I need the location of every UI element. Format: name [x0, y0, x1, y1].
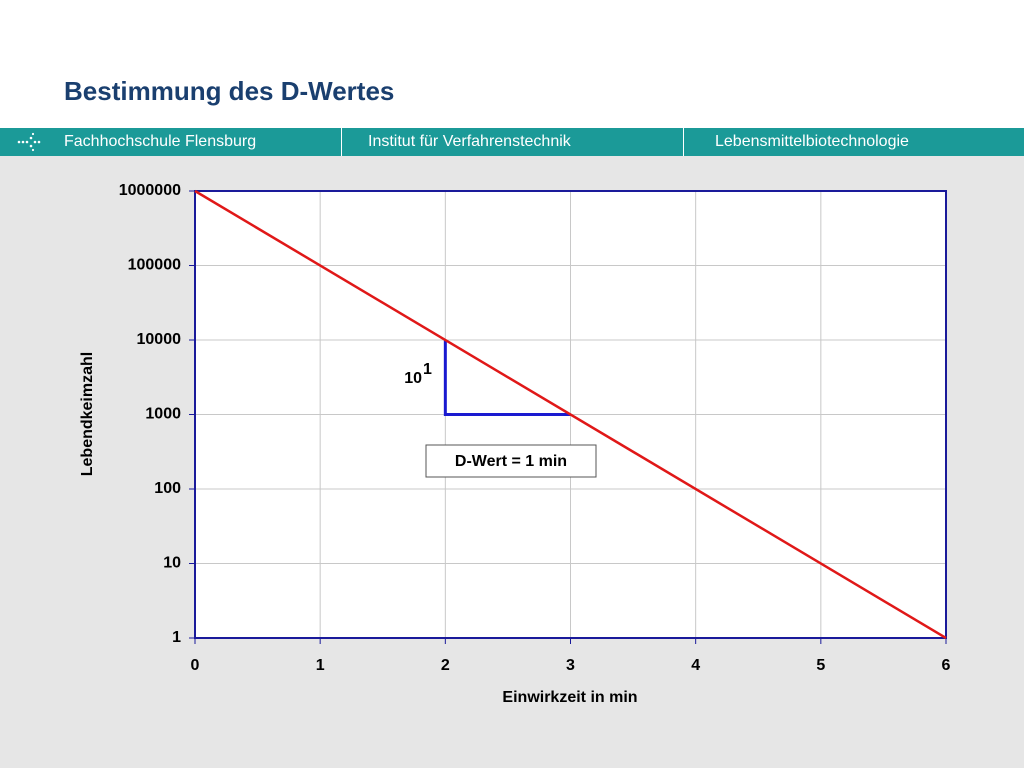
x-tick-label: 3: [566, 657, 575, 674]
slide-title: Bestimmung des D-Wertes: [64, 76, 395, 106]
y-tick-label: 10: [163, 555, 181, 572]
header-cell: Institut für Verfahrenstechnik: [368, 133, 571, 150]
logo-icon: [17, 132, 41, 152]
y-tick-label: 1000: [145, 406, 181, 423]
divider: [683, 128, 684, 156]
y-tick-label: 1000000: [119, 182, 181, 199]
header-band: Fachhochschule Flensburg Institut für Ve…: [0, 128, 1024, 156]
y-tick-label: 100000: [128, 257, 181, 274]
y-axis-label: Lebendkeimzahl: [79, 352, 96, 476]
x-tick-label: 4: [691, 657, 700, 674]
x-tick-label: 2: [441, 657, 450, 674]
y-tick-label: 10000: [137, 331, 182, 348]
y-tick-label: 100: [154, 480, 181, 497]
step-label-base: 10: [404, 370, 422, 387]
header-cell: Fachhochschule Flensburg: [64, 133, 257, 150]
x-axis-label: Einwirkzeit in min: [502, 689, 637, 706]
data-line: [194, 189, 947, 640]
y-tick-label: 1: [172, 629, 181, 646]
annotation: D-Wert = 1 min: [455, 453, 567, 470]
x-tick-label: 1: [316, 657, 325, 674]
header-cell: Lebensmittelbiotechnologie: [715, 133, 909, 150]
annotation-box: [425, 444, 597, 478]
plot-frame: [194, 190, 947, 639]
step-label-exponent: 1: [423, 361, 432, 378]
x-tick-label: 0: [191, 657, 200, 674]
step-marker: [443, 340, 571, 416]
x-tick-label: 6: [942, 657, 951, 674]
x-tick-label: 5: [816, 657, 825, 674]
divider: [341, 128, 342, 156]
slide-top: [0, 0, 1024, 128]
